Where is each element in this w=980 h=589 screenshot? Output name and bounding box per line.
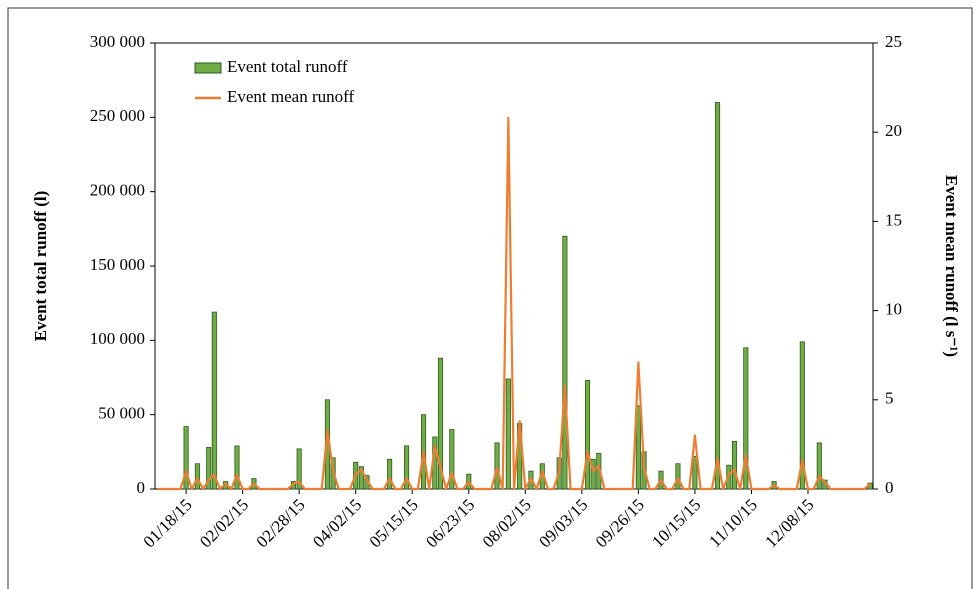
legend-label: Event mean runoff [227, 87, 354, 106]
x-tick-label: 10/15/15 [648, 495, 704, 551]
bar [692, 455, 698, 490]
y2-tick-label: 5 [885, 389, 894, 408]
bar [590, 458, 596, 490]
bar [505, 378, 511, 490]
bar [234, 445, 240, 490]
x-tick-label: 08/02/15 [479, 495, 535, 551]
y-tick-label: 0 [137, 478, 146, 497]
x-tick-label: 05/15/15 [366, 495, 422, 551]
x-tick-label: 09/26/15 [592, 495, 648, 551]
line [157, 116, 871, 491]
y-axis-title: Event total runoff (l) [31, 191, 50, 342]
bar [387, 458, 393, 490]
bar [816, 442, 822, 490]
bar [635, 405, 641, 490]
y-tick-label: 300 000 [90, 32, 145, 51]
legend-label: Event total runoff [227, 57, 348, 76]
bar [449, 429, 455, 490]
bar [562, 235, 568, 490]
bar [675, 463, 681, 490]
y2-tick-label: 20 [885, 121, 902, 140]
bar [714, 102, 721, 490]
y2-tick-label: 0 [885, 478, 894, 497]
bar [194, 463, 200, 490]
bar [731, 441, 738, 490]
x-tick-label: 01/18/15 [140, 495, 196, 551]
y-tick-label: 200 000 [90, 181, 145, 200]
y2-axis-title: Event mean runoff (l s⁻¹) [942, 175, 961, 357]
bar [358, 466, 364, 490]
y-tick-label: 250 000 [90, 106, 145, 125]
bar [206, 446, 212, 490]
bar [296, 448, 302, 490]
y2-tick-label: 25 [885, 32, 902, 51]
x-tick-label: 02/02/15 [196, 495, 252, 551]
bar [183, 426, 189, 490]
bar [404, 445, 410, 490]
bar [437, 357, 444, 490]
x-tick-label: 12/08/15 [761, 495, 817, 551]
x-tick-label: 11/10/15 [705, 495, 761, 551]
legend-swatch [194, 62, 222, 74]
x-tick-label: 09/03/15 [535, 495, 591, 551]
frame [7, 7, 973, 589]
x-tick-label: 02/28/15 [253, 495, 309, 551]
y-tick-label: 100 000 [90, 329, 145, 348]
bar [211, 311, 217, 490]
x-tick-label: 06/23/15 [422, 495, 478, 551]
y-tick-label: 50 000 [98, 404, 145, 423]
bar [743, 347, 749, 490]
y-tick-label: 150 000 [90, 255, 145, 274]
bar [584, 380, 591, 490]
bar [494, 442, 500, 490]
y2-tick-label: 10 [885, 300, 902, 319]
bar [799, 341, 805, 490]
x-tick-label: 04/02/15 [309, 495, 365, 551]
y2-tick-label: 15 [885, 210, 902, 229]
